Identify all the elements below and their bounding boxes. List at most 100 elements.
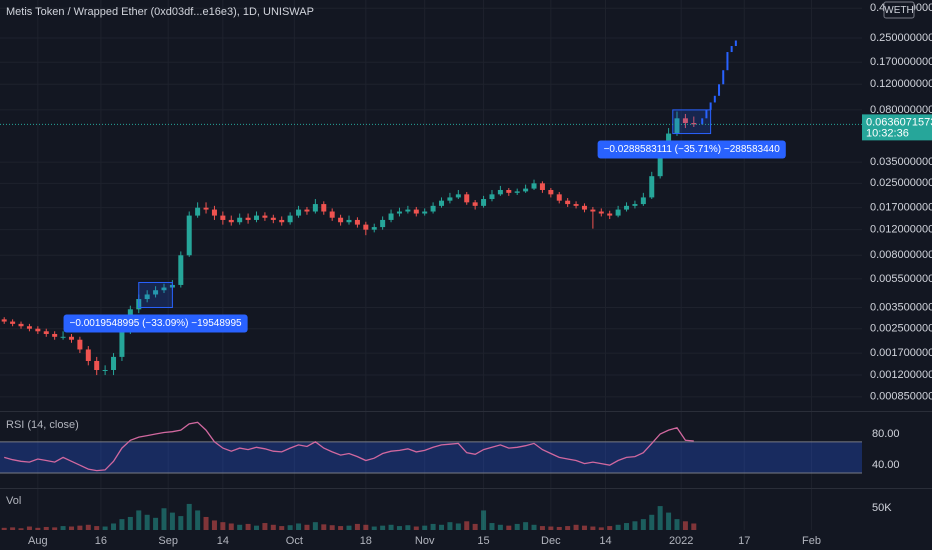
x-tick-label: 15 — [477, 535, 489, 547]
volume-bar — [279, 526, 285, 530]
candle-body — [60, 336, 66, 338]
volume-bar — [430, 523, 436, 530]
quote-box — [883, 1, 915, 19]
volume-bar — [455, 523, 461, 530]
candle-body — [624, 205, 630, 210]
candle-body — [615, 209, 621, 216]
candle-body — [371, 227, 377, 230]
volume-bar — [169, 512, 175, 530]
candle-body — [178, 255, 184, 285]
candle-body — [237, 217, 243, 223]
volume-bar — [439, 524, 445, 530]
rsi-line — [4, 421, 694, 472]
candle-body — [506, 189, 512, 193]
volume-bar — [35, 527, 41, 530]
volume-bar — [136, 510, 142, 530]
volume-bar — [312, 522, 318, 530]
volume-bar — [127, 516, 133, 530]
volume-bar — [237, 524, 243, 530]
x-tick-label: Oct — [286, 535, 303, 547]
candle-body — [245, 217, 251, 220]
volume-bar — [228, 523, 234, 530]
rsi-tick-label: 40.00 — [872, 459, 900, 471]
candle-body — [539, 183, 545, 190]
volume-bar — [380, 525, 386, 530]
volume-bar — [531, 524, 537, 530]
candle-body — [102, 370, 108, 372]
volume-bar — [186, 503, 192, 530]
candle-body — [514, 191, 520, 193]
x-tick-label: Dec — [541, 535, 561, 547]
candle-body — [363, 224, 369, 230]
candle-body — [640, 197, 646, 205]
price-tag-value: 0.0636071573 — [866, 116, 932, 128]
candle-body — [523, 188, 529, 192]
volume-bar — [85, 524, 91, 530]
volume-title: Vol — [6, 495, 21, 507]
volume-bar — [598, 527, 604, 530]
volume-bar — [447, 522, 453, 530]
candle-body — [405, 209, 411, 212]
y-tick-label: 0.0008500000 — [870, 391, 932, 403]
x-tick-label: 14 — [599, 535, 611, 547]
candle-body — [26, 326, 32, 329]
candle-body — [161, 287, 167, 291]
volume-bar — [405, 525, 411, 530]
candle-body — [203, 207, 209, 210]
volume-bar — [94, 526, 100, 530]
candle-body — [144, 294, 150, 300]
volume-bar — [413, 526, 419, 530]
volume-bar — [649, 514, 655, 530]
volume-bar — [178, 516, 184, 530]
candle-body — [279, 219, 285, 223]
volume-bar — [590, 526, 596, 530]
volume-tick-label: 50K — [872, 502, 892, 514]
volume-bar — [211, 520, 217, 530]
volume-bar — [523, 522, 529, 530]
candle-body — [262, 215, 268, 218]
volume-bar — [270, 524, 276, 530]
candle-body — [52, 333, 58, 337]
candle-body — [472, 202, 478, 206]
volume-bar — [153, 517, 159, 530]
candle-body — [321, 204, 327, 212]
candle-body — [565, 200, 571, 205]
volume-bar — [657, 506, 663, 530]
volume-bar — [682, 521, 688, 530]
candle-body — [346, 219, 352, 223]
volume-bar — [506, 525, 512, 530]
candle-body — [10, 321, 16, 324]
volume-bar — [195, 510, 201, 530]
candle-body — [439, 200, 445, 206]
volume-bar — [111, 523, 117, 530]
x-tick-label: 2022 — [669, 535, 693, 547]
volume-bar — [354, 523, 360, 530]
candle-body — [657, 153, 663, 177]
volume-bar — [338, 526, 344, 530]
candle-body — [531, 183, 537, 189]
volume-bar — [102, 526, 108, 530]
measure-label-bg — [597, 140, 786, 159]
candle-body — [581, 205, 587, 210]
volume-bar — [371, 526, 377, 530]
volume-bar — [464, 521, 470, 530]
candle-body — [598, 211, 604, 214]
volume-bar — [497, 524, 503, 530]
price-tag-countdown: 10:32:36 — [866, 127, 909, 139]
volume-bar — [18, 528, 24, 530]
candle-body — [489, 194, 495, 200]
candle-body — [119, 331, 125, 357]
candle-body — [195, 207, 201, 216]
volume-bar — [304, 524, 310, 530]
candle-body — [396, 211, 402, 214]
